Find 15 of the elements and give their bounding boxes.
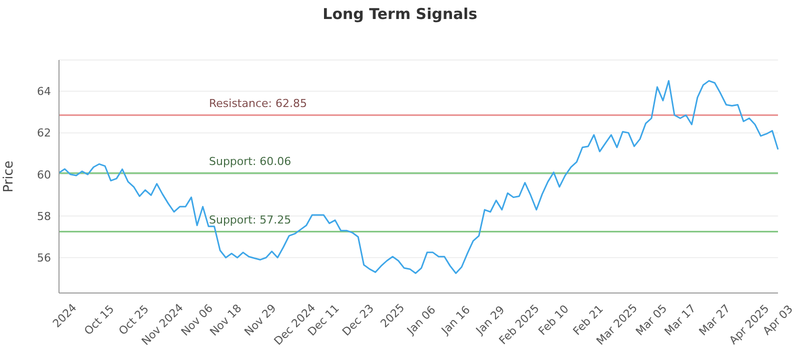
y-tick-label: 56 — [37, 252, 51, 265]
y-axis-title: Price — [2, 160, 17, 192]
chart-title: Long Term Signals — [322, 5, 478, 23]
y-tick-label: 60 — [37, 168, 51, 182]
y-tick-label: 62 — [37, 126, 51, 140]
x-tick-label: Dec 23 — [340, 302, 376, 338]
x-tick-label: Jan 16 — [438, 303, 473, 338]
line-series — [58, 80, 779, 274]
ref-line-label: Support: 57.25 — [209, 214, 292, 227]
x-tick-label: Jan 06 — [404, 303, 438, 338]
y-tick-label: 64 — [37, 85, 51, 98]
ref-line-label: Resistance: 62.85 — [209, 97, 307, 110]
y-tick-label: 58 — [37, 210, 51, 223]
ref-line-label: Support: 60.06 — [209, 155, 292, 168]
x-tick-label: Oct 15 — [82, 302, 117, 338]
